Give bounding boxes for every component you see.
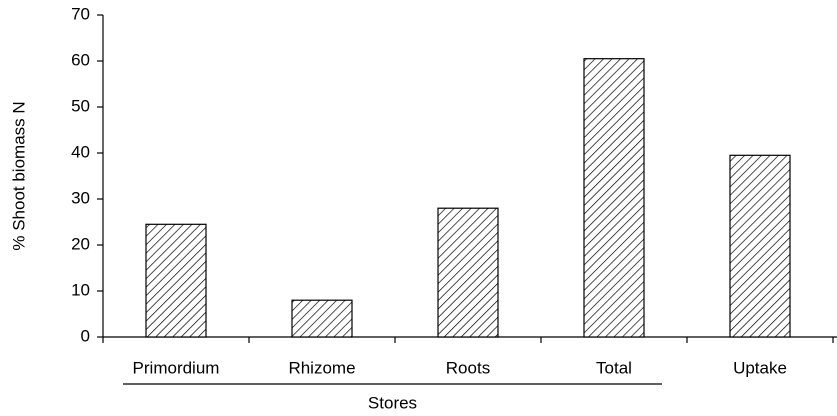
- y-tick-label: 50: [71, 96, 90, 115]
- y-tick-label: 0: [81, 326, 90, 345]
- bar: [291, 299, 353, 338]
- y-axis-label: % Shoot biomass N: [9, 101, 28, 250]
- y-tick-label: 20: [71, 234, 90, 253]
- y-tick-label: 40: [71, 142, 90, 161]
- y-tick-label: 70: [71, 4, 90, 23]
- y-tick-label: 10: [71, 280, 90, 299]
- y-tick-label: 30: [71, 188, 90, 207]
- bar: [729, 154, 791, 338]
- bar: [145, 223, 207, 338]
- x-tick-label: Roots: [446, 358, 490, 377]
- bar: [437, 207, 499, 338]
- x-axis-label: Stores: [368, 393, 417, 412]
- x-tick-label: Total: [596, 358, 632, 377]
- x-tick-label: Primordium: [133, 358, 220, 377]
- x-tick-label: Rhizome: [288, 358, 355, 377]
- x-tick-label: Uptake: [733, 358, 787, 377]
- bar: [583, 58, 645, 338]
- y-tick-label: 60: [71, 50, 90, 69]
